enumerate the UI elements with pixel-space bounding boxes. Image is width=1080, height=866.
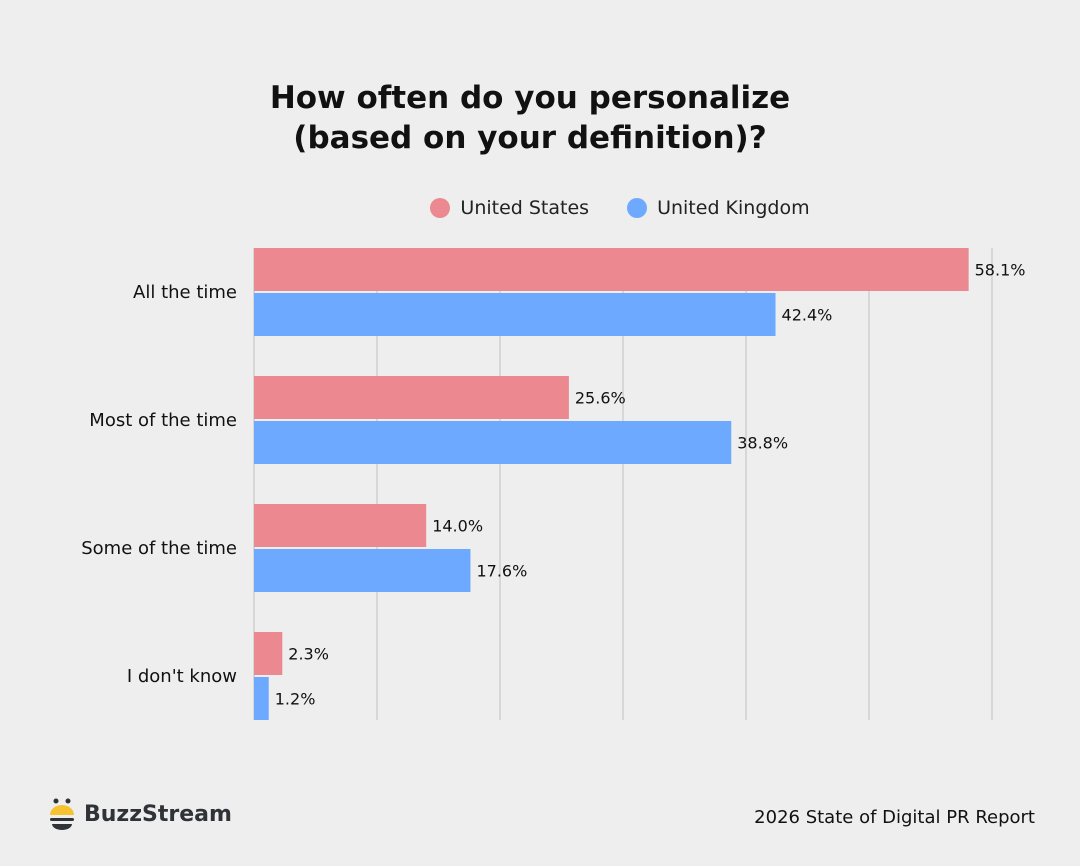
category-label: Some of the time xyxy=(81,538,237,559)
bar-us xyxy=(254,632,283,675)
legend-label: United States xyxy=(460,197,590,219)
bar-uk xyxy=(254,293,776,336)
chart-title: How often do you personalize (based on y… xyxy=(0,78,1060,158)
bar-us xyxy=(254,376,569,419)
brand-logo: BuzzStream xyxy=(48,797,232,831)
bee-icon xyxy=(50,798,74,830)
title-line-1: How often do you personalize xyxy=(269,80,791,116)
category-label: Most of the time xyxy=(89,410,237,431)
bar-us xyxy=(254,504,427,547)
data-label: 1.2% xyxy=(275,690,316,709)
data-label: 42.4% xyxy=(782,306,833,325)
legend: United States United Kingdom xyxy=(0,197,1080,219)
bar-uk xyxy=(254,421,732,464)
title-line-2: (based on your definition)? xyxy=(293,120,767,156)
bar-uk xyxy=(254,677,269,720)
data-label: 58.1% xyxy=(975,261,1026,280)
data-label: 38.8% xyxy=(737,434,788,453)
bar-uk xyxy=(254,549,471,592)
legend-item-uk: United Kingdom xyxy=(627,197,810,219)
brand-name: BuzzStream xyxy=(84,801,232,827)
category-label: All the time xyxy=(133,282,237,303)
footer-report-title: 2026 State of Digital PR Report xyxy=(754,807,1035,828)
category-label: I don't know xyxy=(127,666,237,687)
bar-us xyxy=(254,248,969,291)
legend-item-us: United States xyxy=(430,197,589,219)
legend-swatch-us xyxy=(430,198,451,218)
legend-swatch-uk xyxy=(627,198,648,218)
data-label: 14.0% xyxy=(432,517,483,536)
legend-label: United Kingdom xyxy=(657,197,810,219)
data-label: 17.6% xyxy=(476,562,527,581)
data-label: 25.6% xyxy=(575,389,626,408)
data-label: 2.3% xyxy=(288,645,329,664)
